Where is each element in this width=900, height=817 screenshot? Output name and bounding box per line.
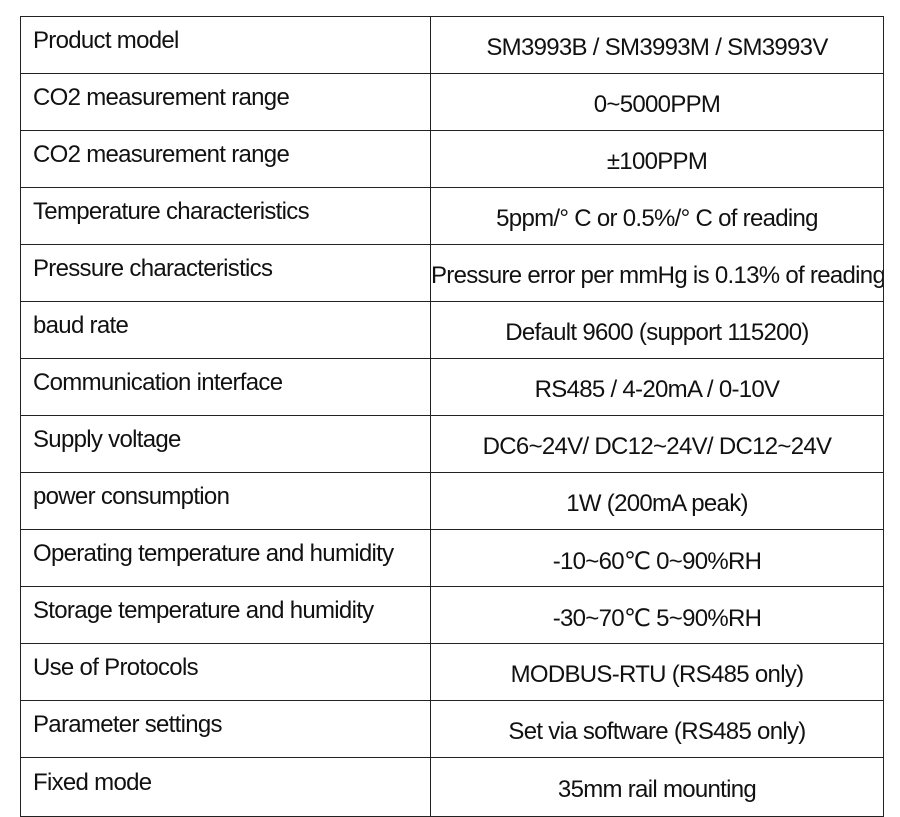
spec-value: 0~5000PPM	[430, 73, 884, 131]
spec-table: Product model SM3993B / SM3993M / SM3993…	[20, 16, 884, 817]
spec-value: 1W (200mA peak)	[430, 472, 884, 530]
spec-value: 35mm rail mounting	[430, 757, 884, 817]
spec-label: power consumption	[20, 472, 431, 530]
table-row: CO2 measurement range 0~5000PPM	[20, 73, 884, 131]
spec-value: RS485 / 4-20mA / 0-10V	[430, 358, 884, 416]
table-row: Product model SM3993B / SM3993M / SM3993…	[20, 16, 884, 74]
table-row: Communication interface RS485 / 4-20mA /…	[20, 358, 884, 416]
spec-value: 5ppm/° C or 0.5%/° C of reading	[430, 187, 884, 245]
spec-label: Product model	[20, 16, 431, 74]
spec-label: Fixed mode	[20, 757, 431, 817]
table-row: Fixed mode 35mm rail mounting	[20, 757, 884, 817]
spec-label: Use of Protocols	[20, 643, 431, 701]
spec-value: ±100PPM	[430, 130, 884, 188]
table-row: Storage temperature and humidity -30~70℃…	[20, 586, 884, 644]
spec-label: Storage temperature and humidity	[20, 586, 431, 644]
table-row: Operating temperature and humidity -10~6…	[20, 529, 884, 587]
table-row: CO2 measurement range ±100PPM	[20, 130, 884, 188]
table-row: Pressure characteristics Pressure error …	[20, 244, 884, 302]
table-row: Parameter settings Set via software (RS4…	[20, 700, 884, 758]
spec-label: Supply voltage	[20, 415, 431, 473]
spec-value: Pressure error per mmHg is 0.13% of read…	[430, 244, 884, 302]
table-row: Supply voltage DC6~24V/ DC12~24V/ DC12~2…	[20, 415, 884, 473]
spec-value: Set via software (RS485 only)	[430, 700, 884, 758]
spec-label: Pressure characteristics	[20, 244, 431, 302]
spec-label: CO2 measurement range	[20, 73, 431, 131]
spec-value: MODBUS-RTU (RS485 only)	[430, 643, 884, 701]
table-row: Temperature characteristics 5ppm/° C or …	[20, 187, 884, 245]
table-row: baud rate Default 9600 (support 115200)	[20, 301, 884, 359]
spec-label: Temperature characteristics	[20, 187, 431, 245]
spec-label: CO2 measurement range	[20, 130, 431, 188]
spec-value: Default 9600 (support 115200)	[430, 301, 884, 359]
spec-label: Communication interface	[20, 358, 431, 416]
spec-value: -30~70℃ 5~90%RH	[430, 586, 884, 644]
spec-value: -10~60℃ 0~90%RH	[430, 529, 884, 587]
table-row: Use of Protocols MODBUS-RTU (RS485 only)	[20, 643, 884, 701]
table-row: power consumption 1W (200mA peak)	[20, 472, 884, 530]
spec-label: Operating temperature and humidity	[20, 529, 431, 587]
spec-value: SM3993B / SM3993M / SM3993V	[430, 16, 884, 74]
spec-label: baud rate	[20, 301, 431, 359]
spec-label: Parameter settings	[20, 700, 431, 758]
spec-value: DC6~24V/ DC12~24V/ DC12~24V	[430, 415, 884, 473]
